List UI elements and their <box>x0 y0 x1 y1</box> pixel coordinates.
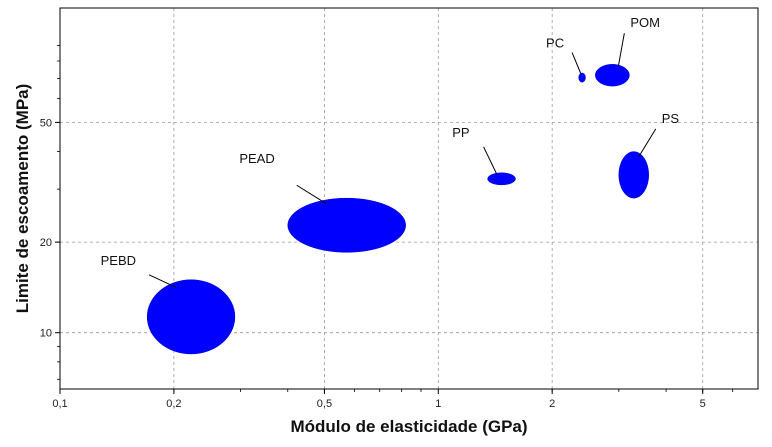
plot-frame <box>59 7 759 390</box>
y-tick-labels: 10 20 50 <box>40 117 52 339</box>
label-pom: POM <box>630 15 660 30</box>
x-tick-label: 5 <box>700 398 706 410</box>
y-tick-label: 50 <box>40 117 52 129</box>
bubble-pebd <box>146 279 236 355</box>
x-tick-label: 0,2 <box>166 398 181 410</box>
bubble-ps <box>618 151 649 199</box>
bubble-pc <box>578 72 586 83</box>
x-tick-label: 2 <box>549 398 555 410</box>
label-pc: PC <box>546 36 564 51</box>
x-tick-label: 0,1 <box>52 398 67 410</box>
label-pebd: PEBD <box>101 253 136 268</box>
leader-pc <box>571 52 582 75</box>
bubbles <box>146 64 649 355</box>
y-tick-label: 10 <box>40 328 52 340</box>
y-axis-title: Limite de escoamento (MPa) <box>13 84 32 314</box>
x-tick-label: 1 <box>435 398 441 410</box>
y-tick-label: 20 <box>40 237 52 249</box>
leader-ps <box>638 128 657 157</box>
label-pp: PP <box>452 125 469 140</box>
bubble-pp <box>487 172 516 186</box>
x-tick-label: 0,5 <box>317 398 332 410</box>
label-ps: PS <box>662 111 680 126</box>
label-leaders <box>148 33 657 288</box>
x-axis-title: Módulo de elasticidade (GPa) <box>290 417 527 436</box>
x-tick-labels: 0,1 0,2 0,5 1 2 5 <box>52 398 705 410</box>
bubble-pead <box>287 197 406 253</box>
material-labels: PEBD PEAD PP PC POM PS <box>101 15 680 268</box>
leader-pebd <box>148 274 176 288</box>
leader-pead <box>296 184 327 205</box>
leader-pom <box>617 33 625 67</box>
bubble-pom <box>595 64 630 87</box>
leader-pp <box>483 146 498 175</box>
label-pead: PEAD <box>239 151 274 166</box>
